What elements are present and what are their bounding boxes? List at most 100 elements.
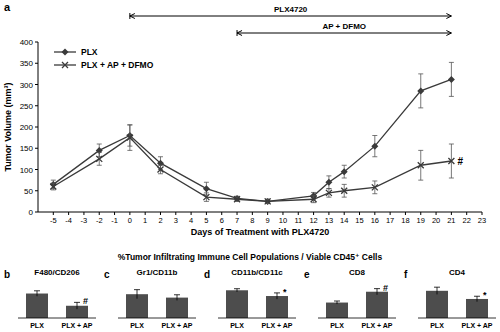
y-tick-label: 50 (24, 187, 33, 196)
x-tick-label: 18 (401, 216, 409, 225)
x-tick-label: -1 (111, 216, 118, 225)
x-tick-label: PLX (230, 322, 244, 329)
marker (418, 162, 424, 168)
error-bar (174, 295, 180, 301)
marker (311, 196, 317, 202)
x-tick (114, 212, 115, 215)
figure: a050100150200250300350400-5-4-3-2-101234… (0, 0, 500, 332)
x-tick-label: 22 (463, 216, 471, 225)
series-line (53, 79, 451, 201)
range-line (130, 16, 452, 17)
error-bar (234, 289, 240, 292)
chart-title: CD8 (349, 268, 366, 277)
range-label: AP + DFMO (322, 22, 366, 31)
y-tick (35, 190, 38, 191)
error-bar (235, 197, 240, 201)
chart-title: F480/CD206 (34, 268, 80, 277)
y-tick (35, 84, 38, 85)
marker (448, 76, 455, 83)
error-bar (342, 184, 347, 197)
x-tick (451, 212, 452, 215)
x-tick (344, 212, 345, 215)
bar (226, 290, 248, 318)
error-bar (374, 289, 380, 295)
error-bar (158, 165, 163, 174)
significance: * (483, 290, 487, 300)
marker (341, 188, 347, 194)
x-tick (374, 212, 375, 215)
x-tick-label: 9 (266, 216, 270, 225)
error-bar (418, 150, 423, 180)
y-tick (35, 127, 38, 128)
error-bar (449, 144, 454, 178)
x-tick (298, 212, 299, 215)
marker (371, 143, 378, 150)
y-tick-label: 400 (20, 38, 34, 47)
error-bar (342, 165, 347, 178)
bar (166, 298, 188, 318)
series-line (53, 138, 451, 202)
bar (326, 303, 348, 318)
chart-title: Gr1/CD11b (137, 268, 178, 277)
error-bar (265, 199, 270, 203)
x-tick-label: 13 (325, 216, 333, 225)
error-bar (51, 183, 56, 190)
marker (203, 194, 209, 200)
x-tick-label: 10 (279, 216, 287, 225)
x-tick-label: PLX (330, 322, 344, 329)
marker (265, 198, 271, 204)
bar (426, 291, 448, 318)
y-tick-label: 350 (20, 59, 34, 68)
error-bar (334, 301, 340, 304)
y-tick-label: 100 (20, 166, 34, 175)
error-bar (434, 287, 440, 294)
error-bar (34, 291, 40, 296)
x-tick-label: -4 (65, 216, 72, 225)
x-tick (206, 212, 207, 215)
x-tick-label: 2 (158, 216, 162, 225)
legend-label: PLX + AP + DFMO (81, 60, 154, 70)
x-tick-label: 19 (417, 216, 425, 225)
y-tick (35, 42, 38, 43)
marker (50, 184, 56, 190)
error-bar (418, 74, 423, 108)
x-tick-label: PLX + AP (161, 322, 192, 329)
x-tick (390, 212, 391, 215)
x-tick-label: PLX (30, 322, 44, 329)
error-bar (274, 293, 280, 299)
legend-marker (62, 49, 69, 56)
x-axis (418, 318, 496, 319)
range-arrowheads (237, 31, 451, 36)
x-tick-label: 20 (432, 216, 440, 225)
significance: # (383, 283, 388, 293)
x-tick-label: PLX (430, 322, 444, 329)
plot-area (426, 287, 488, 318)
panel-label: b (4, 269, 10, 280)
y-tick-label: 300 (20, 81, 34, 90)
x-tick-label: PLX + AP (461, 322, 492, 329)
x-axis (318, 318, 396, 319)
significance: # (457, 156, 463, 167)
x-tick (145, 212, 146, 215)
x-tick (129, 212, 130, 215)
marker (203, 185, 210, 192)
figure-title: %Tumor Infiltrating Immune Cell Populati… (118, 252, 383, 262)
x-tick-label: -5 (50, 216, 57, 225)
plot-area (326, 289, 388, 318)
y-axis-label: Tumor Volume (mm³) (3, 82, 13, 171)
y-tick-label: 200 (20, 123, 34, 132)
panel-label: c (104, 269, 110, 280)
x-tick-label: 7 (235, 216, 239, 225)
x-tick-label: 4 (189, 216, 193, 225)
error-bar (449, 62, 454, 96)
x-tick-label: 11 (294, 216, 302, 225)
chart-title: CD4 (449, 268, 466, 277)
y-tick (35, 63, 38, 64)
x-tick (99, 212, 100, 215)
marker (96, 156, 102, 162)
bar (366, 292, 388, 318)
x-tick (175, 212, 176, 215)
significance: * (283, 287, 287, 297)
error-bar (372, 136, 377, 157)
error-bar (97, 153, 102, 166)
